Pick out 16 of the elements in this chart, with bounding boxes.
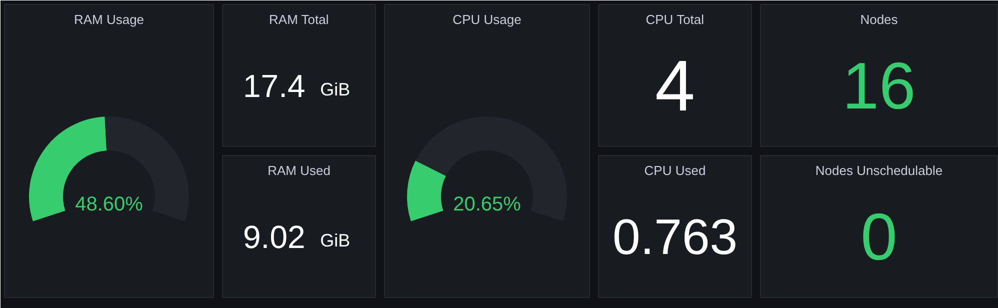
text: 0 [860, 200, 898, 274]
text: 0.763 [612, 209, 738, 265]
text: Nodes Unschedulable [815, 163, 943, 178]
chart-title: RAM Usage [74, 12, 144, 27]
text: CPU Total [646, 12, 704, 27]
text: Nodes [860, 12, 898, 27]
chart-title: CPU Usage [452, 12, 522, 27]
text: CPU Used [644, 163, 706, 178]
text: RAM Used [268, 163, 330, 178]
text: 4 [654, 46, 696, 126]
text: 20.65% [453, 194, 522, 216]
text: 17.4 GiB [243, 68, 350, 104]
text: 16 [842, 48, 916, 122]
text: RAM Total [269, 12, 329, 27]
text: 9.02 GiB [243, 219, 350, 255]
text: 48.60% [75, 194, 144, 216]
